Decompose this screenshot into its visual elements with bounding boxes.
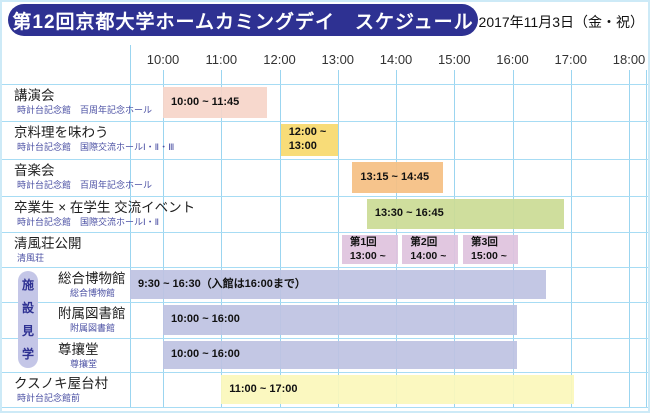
chart-boundary-line — [646, 70, 647, 407]
row-title: 卒業生 × 在学生 交流イベント — [14, 200, 196, 215]
row-separator-line — [0, 196, 650, 197]
row-label: 附属図書館 附属図書館 — [0, 305, 338, 334]
row-venue: 総合博物館 — [70, 288, 116, 298]
time-tick-label: 11:00 — [205, 52, 238, 67]
row-separator-line — [0, 372, 650, 373]
time-tick-label: 10:00 — [146, 52, 180, 67]
facility-group-strip: 施設見学 — [18, 271, 38, 368]
row-venue: 時計台記念館 国際交流ホールⅠ・Ⅱ — [17, 217, 160, 227]
row-label: 卒業生 × 在学生 交流イベント時計台記念館 国際交流ホールⅠ・Ⅱ — [0, 199, 294, 228]
row-title: 清風荘公開 — [14, 236, 82, 251]
hour-gridline — [279, 70, 281, 407]
schedule-row: クスノキ屋台村 時計台記念館前 11:00 ~ 17:00 — [0, 372, 650, 407]
schedule-bar: 10:00 ~ 11:45 — [163, 87, 267, 118]
row-label: 音楽会時計台記念館 百周年記念ホール — [0, 162, 294, 191]
row-label: 総合博物館 総合博物館 — [0, 270, 338, 299]
hour-gridline — [570, 70, 572, 407]
schedule-bar: 10:00 ~ 16:00 — [163, 305, 518, 335]
facility-group-char: 学 — [21, 346, 34, 361]
row-separator-line — [0, 232, 650, 233]
row-title: 音楽会 — [14, 163, 55, 178]
row-separator-line — [0, 407, 650, 408]
facility-group-char: 設 — [21, 300, 34, 315]
schedule-bar: 12:00 ~ 13:00 — [280, 124, 338, 156]
event-date: 2017年11月3日（金・祝） — [478, 14, 644, 30]
row-venue: 尊攘堂 — [70, 359, 98, 369]
row-separator-line — [0, 302, 650, 303]
schedule-bar: 13:30 ~ 16:45 — [366, 199, 564, 229]
schedule-row: 卒業生 × 在学生 交流イベント時計台記念館 国際交流ホールⅠ・Ⅱ 13:30 ~… — [0, 196, 650, 232]
row-label: 尊攘堂 尊攘堂 — [0, 341, 338, 370]
row-venue: 時計台記念館 百周年記念ホール — [17, 105, 153, 115]
schedule-bar: 13:15 ~ 14:45 — [352, 162, 443, 193]
schedule-row: 講演会 時計台記念館 百周年記念ホール 10:00 ~ 11:45 — [0, 84, 650, 121]
row-venue: 清風荘 — [17, 253, 45, 263]
row-label: 講演会時計台記念館 百周年記念ホール — [0, 87, 294, 116]
row-label: クスノキ屋台村時計台記念館前 — [0, 375, 294, 404]
schedule-row: 清風荘公開清風荘 第1回 13:00 ~ 第2回 14:00 ~ 第3回 15:00 … — [0, 232, 650, 267]
time-tick-label: 14:00 — [379, 52, 413, 67]
row-venue: 時計台記念館 国際交流ホールⅠ・Ⅱ・Ⅲ — [17, 142, 175, 152]
row-title: 附属図書館 — [58, 306, 126, 321]
schedule-bar: 9:30 ~ 16:30（入館は16:00まで） — [130, 270, 546, 299]
schedule-row: 音楽会時計台記念館 百周年記念ホール 13:15 ~ 14:45 — [0, 159, 650, 196]
chart-boundary-line — [130, 45, 131, 407]
time-tick-label: 18:00 — [612, 52, 646, 67]
facility-group-char: 施 — [21, 277, 34, 292]
schedule-bar: 第2回 14:00 ~ — [402, 235, 458, 264]
time-tick-label: 16:00 — [496, 52, 529, 67]
schedule-bar: 第3回 15:00 ~ — [463, 235, 518, 264]
schedule-row: 附属図書館 附属図書館 10:00 ~ 16:00 — [0, 302, 650, 338]
time-tick-label: 17:00 — [554, 52, 588, 67]
row-title: 京料理を味わう — [14, 125, 109, 140]
hour-gridline — [163, 70, 165, 407]
row-separator-line — [0, 121, 650, 122]
row-title: クスノキ屋台村 — [14, 376, 109, 391]
hour-gridline — [629, 70, 631, 407]
page-title: 第12回京都大学ホームカミングデイ スケジュール — [8, 4, 478, 36]
schedule-bar: 11:00 ~ 17:00 — [221, 375, 575, 404]
row-separator-line — [0, 159, 650, 160]
row-separator-line — [0, 84, 650, 85]
time-tick-label: 15:00 — [437, 52, 471, 67]
schedule-bar: 第1回 13:00 ~ — [341, 235, 399, 264]
time-tick-label: 12:00 — [263, 52, 296, 67]
schedule-row: 総合博物館 総合博物館 9:30 ~ 16:30（入館は16:00まで） — [0, 267, 650, 302]
row-title: 総合博物館 — [58, 271, 126, 286]
hour-gridline — [337, 70, 339, 407]
row-venue: 時計台記念館前 — [17, 393, 81, 403]
row-label: 京料理を味わう時計台記念館 国際交流ホールⅠ・Ⅱ・Ⅲ — [0, 124, 294, 153]
row-title: 尊攘堂 — [58, 342, 99, 357]
row-separator-line — [0, 338, 650, 339]
time-tick-label: 13:00 — [321, 52, 355, 67]
row-title: 講演会 — [14, 88, 55, 103]
schedule-row: 尊攘堂 尊攘堂 10:00 ~ 16:00 — [0, 338, 650, 372]
row-label: 清風荘公開 清風荘 — [0, 235, 294, 264]
row-separator-line — [0, 267, 650, 268]
schedule-row: 京料理を味わう 時計台記念館 国際交流ホールⅠ・Ⅱ・Ⅲ 12:00 ~ 13:00 — [0, 121, 650, 159]
row-venue: 附属図書館 — [70, 323, 116, 333]
row-venue: 時計台記念館 百周年記念ホール — [17, 180, 153, 190]
hour-gridline — [221, 70, 223, 407]
schedule-bar: 10:00 ~ 16:00 — [163, 341, 518, 369]
facility-group-char: 見 — [21, 323, 34, 338]
